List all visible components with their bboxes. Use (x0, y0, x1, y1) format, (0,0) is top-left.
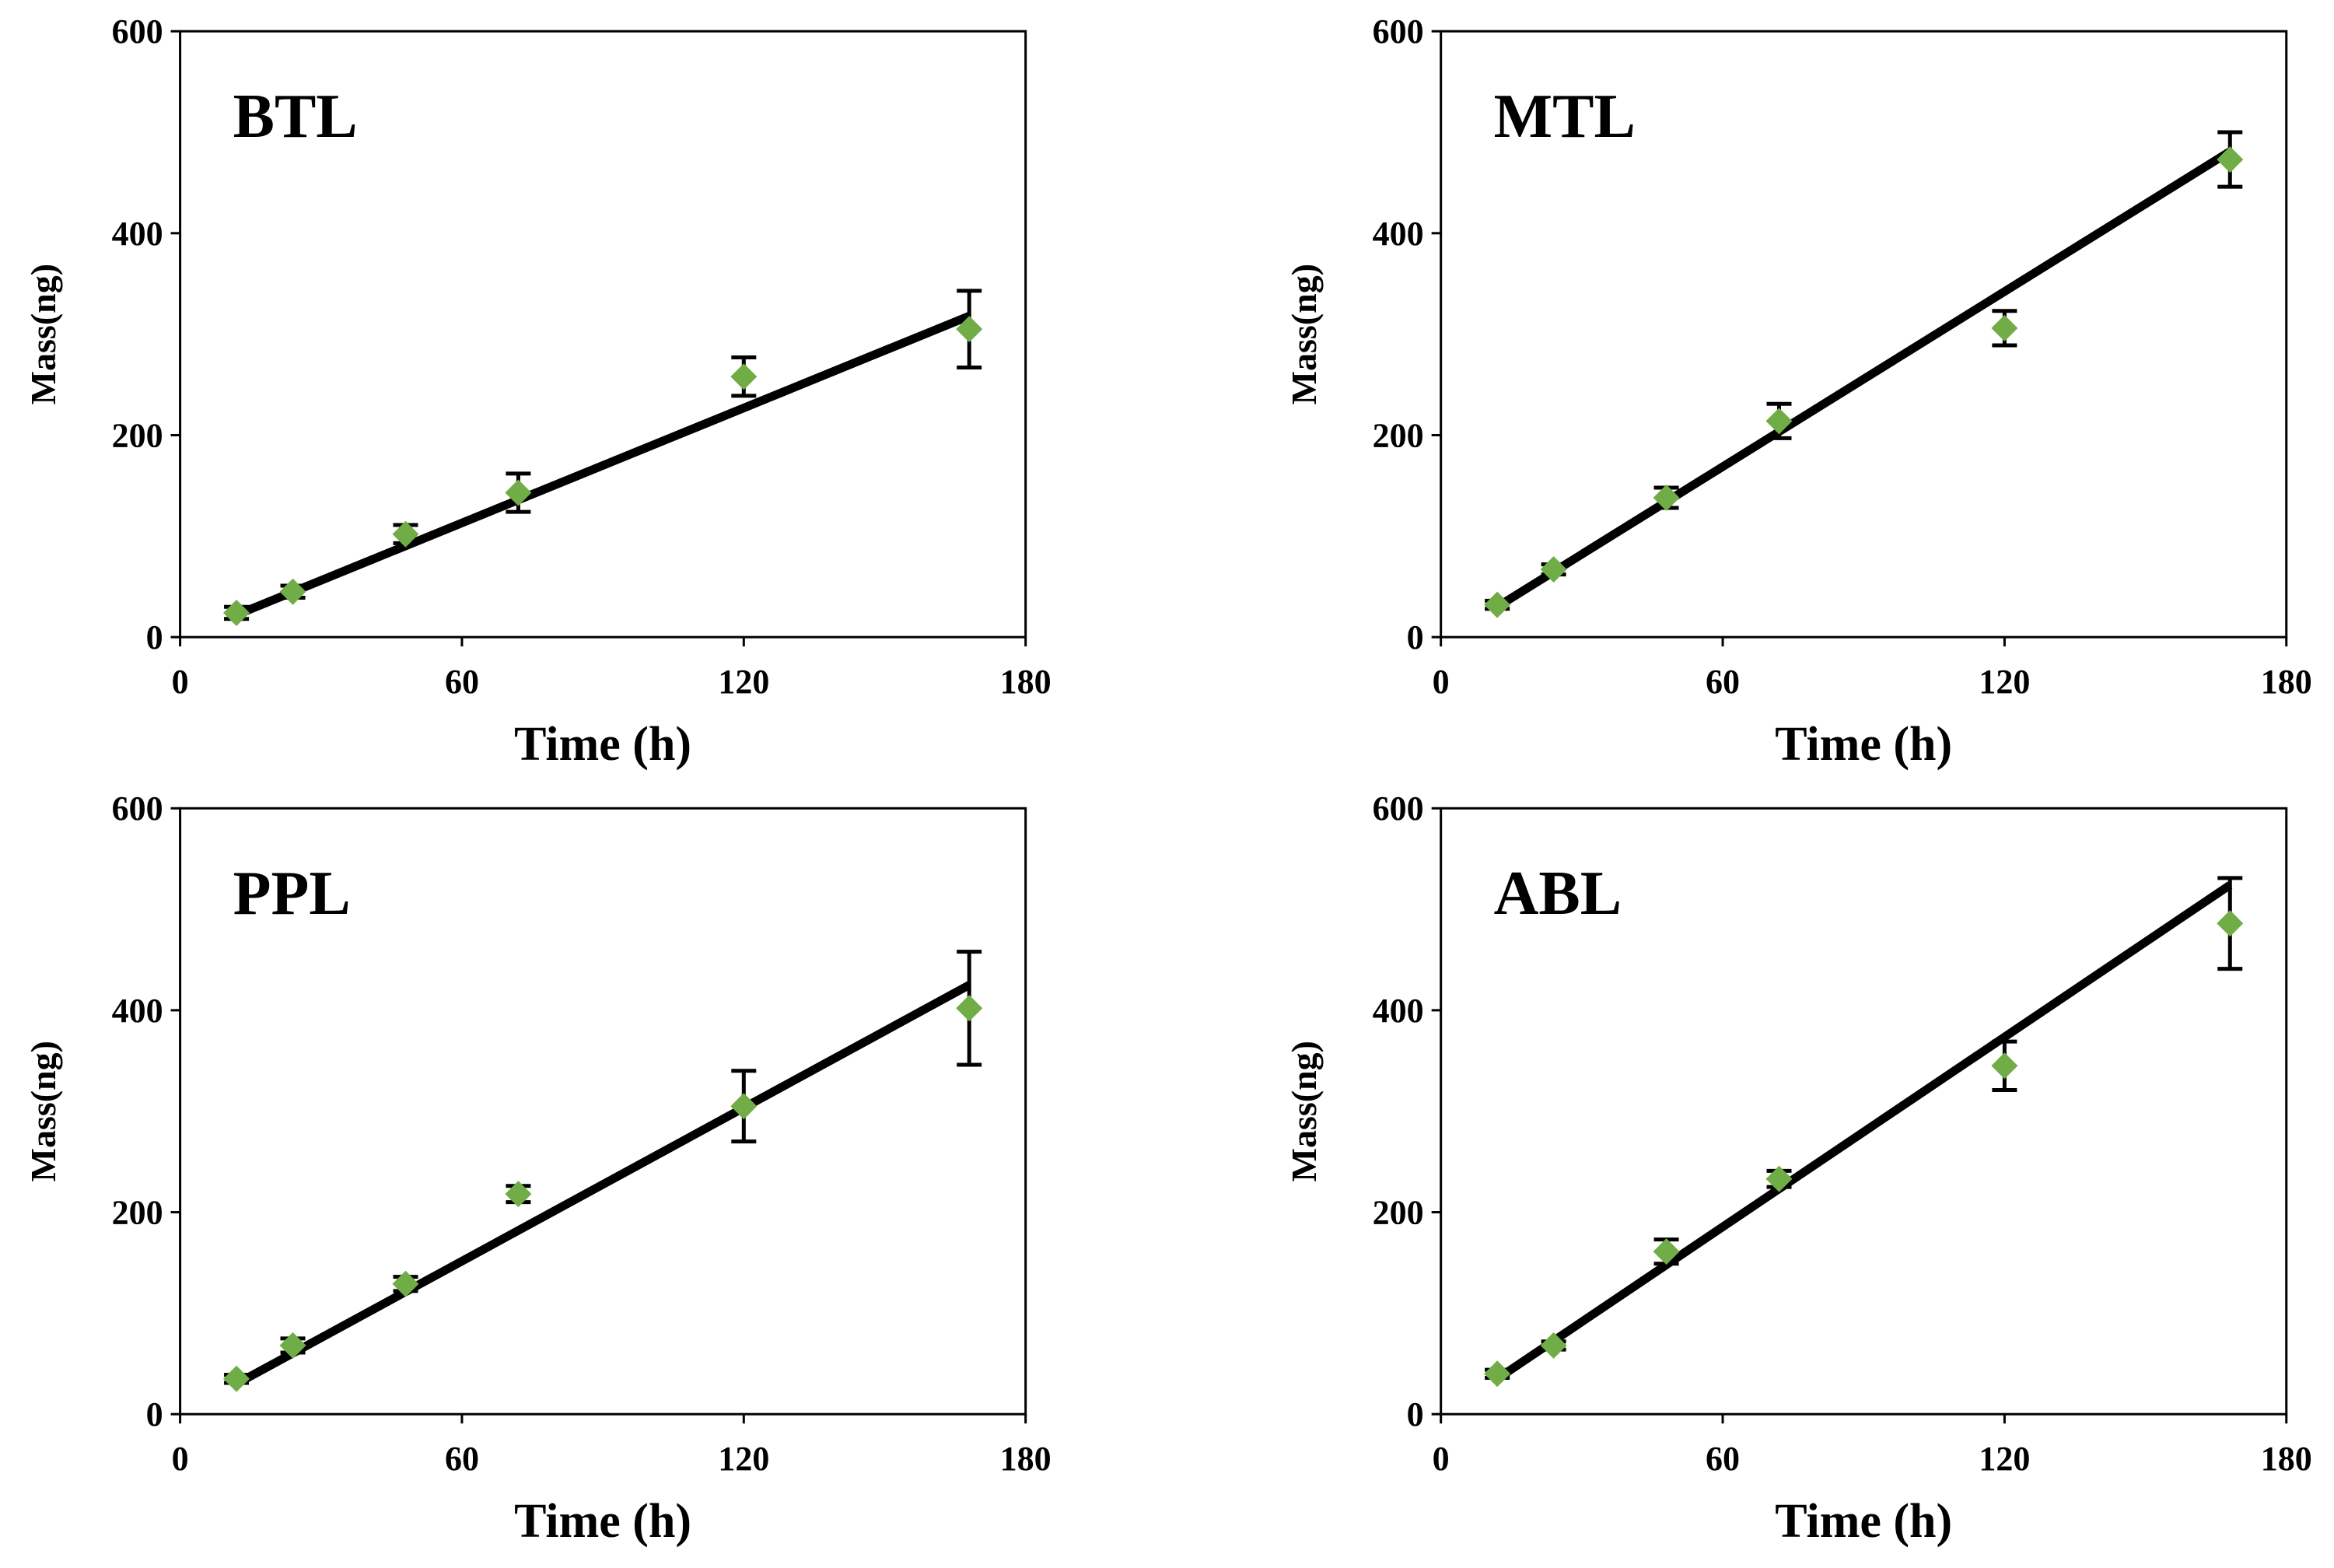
data-point (956, 316, 983, 343)
data-point (279, 578, 306, 605)
data-point (505, 479, 532, 506)
panel-mtl: 0 60 120 180 0 200 400 600 MTL Time (h) Mass(ng… (1284, 12, 2312, 771)
fit-line (234, 981, 971, 1388)
x-tick-label: 0 (172, 1440, 189, 1478)
y-tick-label: 600 (112, 12, 163, 51)
plot-frame (179, 30, 1027, 639)
x-tick-label: 120 (718, 1440, 769, 1478)
plot-frame (1440, 30, 2288, 639)
panel-abl: 0 60 120 180 0 200 400 600 ABL Time (h) Mass(ng… (1284, 789, 2312, 1548)
data-point (505, 1181, 532, 1208)
x-tick-label: 180 (2261, 1440, 2312, 1478)
y-tick-label: 0 (146, 1395, 163, 1433)
data-point (2217, 910, 2244, 937)
data-point (1653, 1238, 1680, 1265)
panel-title: ABL (1494, 859, 1622, 928)
x-tick-label: 0 (1433, 663, 1450, 701)
tick-group: 0 60 120 180 0 200 400 600 (1373, 12, 2312, 701)
data-point (1484, 1360, 1511, 1388)
data-point (1484, 591, 1511, 618)
data-marks (223, 289, 983, 626)
tick-group: 0 60 120 180 0 200 400 600 (1373, 789, 2312, 1478)
x-tick-label: 60 (1706, 663, 1740, 701)
panel-title: MTL (1494, 82, 1636, 151)
x-tick-label: 60 (445, 663, 479, 701)
x-tick-label: 0 (1433, 1440, 1450, 1478)
data-point (730, 1093, 758, 1120)
y-tick-label: 0 (1407, 1395, 1424, 1433)
data-point (223, 599, 250, 626)
fit-line (234, 312, 971, 619)
y-tick-label: 200 (1373, 416, 1424, 454)
panel-ppl: 0 60 120 180 0 200 400 600 PPL Time (h) Mass(ng… (23, 789, 1052, 1548)
data-point (1540, 1332, 1567, 1359)
x-tick-label: 180 (1000, 663, 1052, 701)
y-tick-label: 200 (112, 416, 163, 454)
y-axis-label: Mass(ng) (23, 1041, 63, 1181)
x-axis-label: Time (h) (1775, 1495, 1952, 1548)
data-point (392, 520, 419, 548)
plot-frame (1440, 807, 2288, 1416)
y-axis-label: Mass(ng) (1284, 264, 1324, 404)
tick-group: 0 60 120 180 0 200 400 600 (112, 789, 1052, 1478)
data-point (730, 363, 758, 390)
data-marks (223, 950, 983, 1392)
data-point (1991, 314, 2018, 341)
y-tick-label: 400 (112, 992, 163, 1030)
x-tick-label: 120 (1979, 663, 2030, 701)
y-tick-label: 600 (1373, 12, 1424, 51)
y-axis-label: Mass(ng) (23, 264, 63, 404)
y-tick-label: 400 (112, 215, 163, 253)
x-axis-label: Time (h) (1775, 718, 1952, 771)
data-point (1540, 556, 1567, 583)
x-tick-label: 180 (1000, 1440, 1052, 1478)
y-tick-label: 400 (1373, 992, 1424, 1030)
x-tick-label: 120 (1979, 1440, 2030, 1478)
plot-frame (179, 807, 1027, 1416)
data-marks (1484, 876, 2244, 1388)
y-tick-label: 600 (112, 789, 163, 828)
data-point (2217, 146, 2244, 173)
x-tick-label: 120 (718, 663, 769, 701)
panel-title: BTL (233, 82, 358, 151)
y-tick-label: 200 (112, 1194, 163, 1232)
x-axis-label: Time (h) (514, 718, 691, 771)
data-point (279, 1332, 306, 1359)
y-tick-label: 0 (1407, 618, 1424, 656)
fit-line (1495, 881, 2233, 1383)
data-point (956, 995, 983, 1022)
data-point (392, 1270, 419, 1297)
y-axis-label: Mass(ng) (1284, 1041, 1324, 1181)
x-tick-label: 60 (1706, 1440, 1740, 1478)
y-tick-label: 400 (1373, 215, 1424, 253)
x-tick-label: 60 (445, 1440, 479, 1478)
data-point (1765, 1165, 1793, 1192)
data-point (1765, 408, 1793, 435)
data-point (1991, 1052, 2018, 1080)
x-tick-label: 180 (2261, 663, 2312, 701)
x-tick-label: 0 (172, 663, 189, 701)
data-point (223, 1365, 250, 1392)
y-tick-label: 600 (1373, 789, 1424, 828)
y-tick-label: 0 (146, 618, 163, 656)
y-tick-label: 200 (1373, 1194, 1424, 1232)
data-point (1653, 484, 1680, 511)
data-marks (1484, 130, 2244, 618)
panel-title: PPL (233, 859, 351, 928)
fit-line (1495, 148, 2233, 611)
tick-group: 0 60 120 180 0 200 400 600 (112, 12, 1052, 701)
panel-btl: 0 60 120 180 0 200 400 600 BTL Time (h) Mass(ng… (23, 12, 1052, 771)
x-axis-label: Time (h) (514, 1495, 691, 1548)
